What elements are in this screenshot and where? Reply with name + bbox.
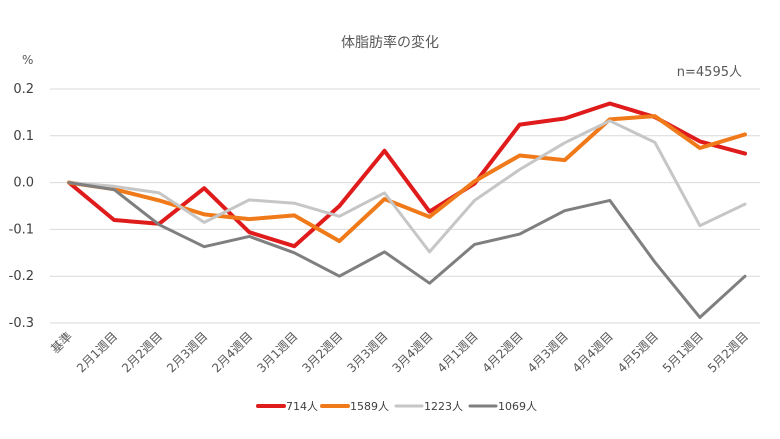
x-tick-label: 3月1週目	[254, 329, 300, 375]
x-tick-label: 4月1週目	[435, 329, 481, 375]
sample-size-note: n=4595人	[677, 65, 742, 80]
legend-label: 1069人	[498, 400, 537, 413]
y-tick-label: -0.1	[9, 222, 34, 237]
x-tick-label: 2月1週目	[74, 329, 120, 375]
x-tick-label: 4月3週目	[525, 329, 571, 375]
y-tick-label: 0.0	[13, 176, 34, 191]
y-tick-label: 0.1	[13, 129, 34, 144]
x-tick-label: 2月2週目	[119, 329, 165, 375]
x-tick-label: 3月2週目	[299, 329, 345, 375]
x-tick-label: 2月4週目	[209, 329, 255, 375]
legend-label: 1589人	[350, 400, 389, 413]
series-line-2	[67, 119, 747, 254]
x-tick-label: 基準	[48, 329, 76, 357]
x-tick-label: 4月5週目	[615, 329, 661, 375]
x-tick-label: 5月2週目	[705, 329, 751, 375]
y-tick-label: 0.2	[13, 82, 34, 97]
y-tick-label: -0.2	[9, 269, 34, 284]
y-tick-label: -0.3	[9, 316, 34, 331]
legend-label: 1223人	[424, 400, 463, 413]
y-axis-unit: %	[22, 53, 33, 67]
series-line-3	[67, 181, 747, 319]
x-tick-label: 4月4週目	[570, 329, 616, 375]
x-tick-label: 3月3週目	[344, 329, 390, 375]
x-tick-label: 5月1週目	[660, 329, 706, 375]
legend-label: 714人	[286, 400, 318, 413]
x-tick-label: 3月4週目	[389, 329, 435, 375]
chart-title: 体脂肪率の変化	[341, 34, 439, 51]
x-tick-label: 2月3週目	[164, 329, 210, 375]
x-tick-label: 4月2週目	[480, 329, 526, 375]
